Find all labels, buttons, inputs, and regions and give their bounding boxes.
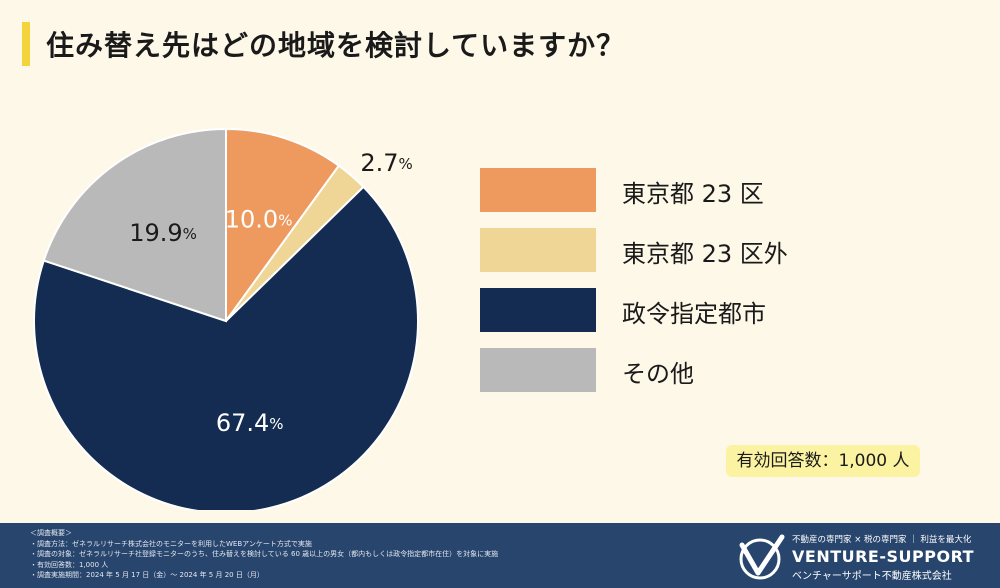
slice-label-tokyo-outside: 2.7% <box>360 149 412 177</box>
legend-swatch <box>480 168 596 212</box>
title-accent-bar <box>22 22 30 66</box>
legend-label: 政令指定都市 <box>622 300 766 328</box>
pie-chart: 10.0% 2.7% 67.4% 19.9% <box>33 127 419 510</box>
survey-line: ・調査実施期間：2024 年 5 月 17 日（金）～ 2024 年 5 月 2… <box>30 571 264 579</box>
survey-line: ・調査方法：ゼネラルリサーチ株式会社のモニターを利用したWEBアンケート方式で実… <box>30 539 312 548</box>
survey-overview: ＜調査概要＞ ・調査方法：ゼネラルリサーチ株式会社のモニターを利用したWEBアン… <box>30 528 498 581</box>
legend-label: その他 <box>622 360 694 388</box>
survey-line: ＜調査概要＞ <box>30 529 72 537</box>
slice-label-tokyo-23: 10.0% <box>225 206 293 234</box>
brand-tagline: 不動産の専門家 × 税の専門家 ｜ 利益を最大化 <box>792 535 972 545</box>
footer: ＜調査概要＞ ・調査方法：ゼネラルリサーチ株式会社のモニターを利用したWEBアン… <box>0 523 1000 588</box>
legend-swatch <box>480 288 596 332</box>
legend-swatch <box>480 228 596 272</box>
venture-support-logo <box>739 534 785 580</box>
pie-slice-other <box>42 127 227 323</box>
slice-label-designated-city: 67.4% <box>216 409 284 437</box>
brand-name: VENTURE-SUPPORT <box>792 547 975 566</box>
brand-company-name: ベンチャーサポート不動産株式会社 <box>792 571 952 582</box>
pie-slice-tokyo-23 <box>225 127 341 325</box>
pie-slice-designated-city <box>33 185 419 510</box>
legend-label: 東京都 23 区外 <box>622 240 788 268</box>
survey-line: ・調査の対象：ゼネラルリサーチ社登録モニターのうち、住み替えを検討している 60… <box>30 550 499 558</box>
legend-label: 東京都 23 区 <box>622 180 764 208</box>
legend-swatch <box>480 348 596 392</box>
legend-item-other: その他 <box>480 348 880 392</box>
chart-title: 住み替え先はどの地域を検討していますか？ <box>46 29 626 62</box>
legend-item-designated-city: 政令指定都市 <box>480 288 880 332</box>
survey-line: ・有効回答数：1,000 人 <box>30 560 109 569</box>
legend-item-tokyo-outside: 東京都 23 区外 <box>480 228 880 272</box>
legend-item-tokyo-23: 東京都 23 区 <box>480 168 880 212</box>
respondent-count-badge: 有効回答数：1,000 人 <box>726 445 920 477</box>
slice-label-other: 19.9% <box>129 219 197 247</box>
